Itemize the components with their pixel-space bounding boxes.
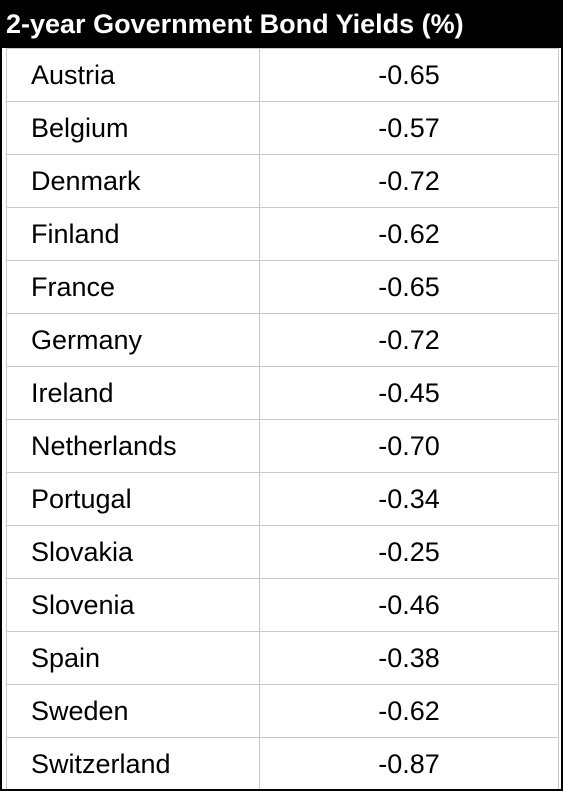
yield-value-cell: -0.38 [259,631,559,685]
table-row: Sweden -0.62 [6,684,559,738]
country-cell: France [6,260,260,314]
yield-value-cell: -0.62 [259,207,559,261]
table-row: Denmark -0.72 [6,154,559,208]
table-body: Austria -0.65 Belgium -0.57 Denmark -0.72 Finl… [6,48,559,791]
yield-value-cell: -0.57 [259,101,559,155]
country-cell: Finland [6,207,260,261]
table-row: Germany -0.72 [6,313,559,367]
yield-value-cell: -0.65 [259,48,559,102]
yield-value-cell: -0.62 [259,684,559,738]
country-cell: Ireland [6,366,260,420]
country-cell: Switzerland [6,737,260,791]
country-cell: Sweden [6,684,260,738]
country-cell: Spain [6,631,260,685]
table-row: Ireland -0.45 [6,366,559,420]
country-cell: Denmark [6,154,260,208]
table-row: Spain -0.38 [6,631,559,685]
yield-value-cell: -0.65 [259,260,559,314]
table-row: Portugal -0.34 [6,472,559,526]
table-row: France -0.65 [6,260,559,314]
yield-value-cell: -0.87 [259,737,559,791]
yields-table: Austria -0.65 Belgium -0.57 Denmark -0.72 Finl… [6,48,559,791]
yield-value-cell: -0.72 [259,313,559,367]
yield-value-cell: -0.45 [259,366,559,420]
table-row: Austria -0.65 [6,48,559,102]
yield-value-cell: -0.70 [259,419,559,473]
table-row: Netherlands -0.70 [6,419,559,473]
country-cell: Belgium [6,101,260,155]
table-row: Finland -0.62 [6,207,559,261]
yield-value-cell: -0.34 [259,472,559,526]
country-cell: Slovakia [6,525,260,579]
country-cell: Slovenia [6,578,260,632]
yield-value-cell: -0.46 [259,578,559,632]
yield-value-cell: -0.72 [259,154,559,208]
table-row: Switzerland -0.87 [6,737,559,791]
table-row: Slovakia -0.25 [6,525,559,579]
country-cell: Portugal [6,472,260,526]
yield-value-cell: -0.25 [259,525,559,579]
table-row: Slovenia -0.46 [6,578,559,632]
country-cell: Austria [6,48,260,102]
table-title: 2-year Government Bond Yields (%) [0,0,563,48]
country-cell: Germany [6,313,260,367]
table-row: Belgium -0.57 [6,101,559,155]
country-cell: Netherlands [6,419,260,473]
